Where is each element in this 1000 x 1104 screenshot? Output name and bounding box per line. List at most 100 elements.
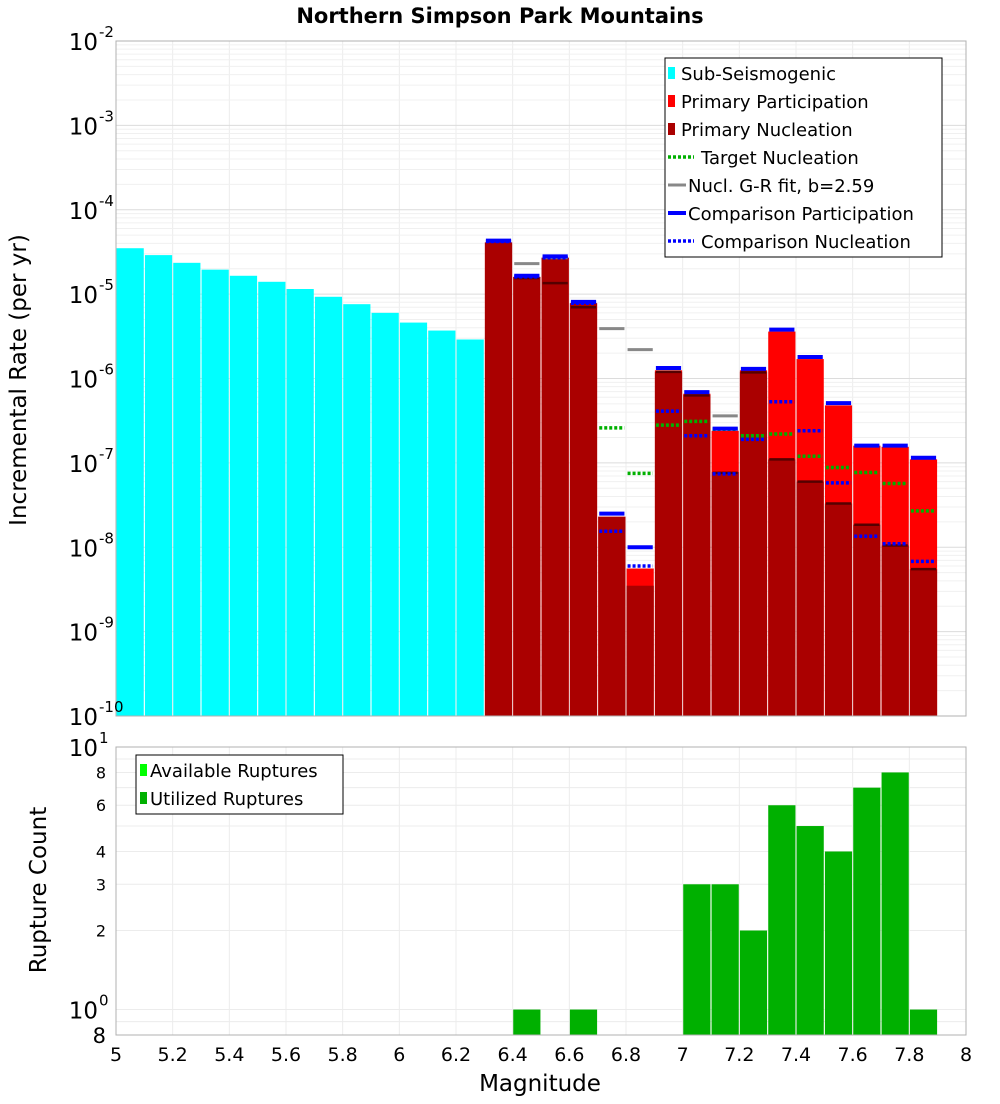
legend-swatch-primary-participation — [668, 95, 675, 107]
x-tick-labels: 5 5.2 5.4 5.6 5.8 6 6.2 6.4 6.6 6.8 7 7.2 7.4 7.6 7.8 8 — [110, 1044, 972, 1066]
primary-nucleation-bar — [513, 276, 541, 716]
primary-nucleation-bar — [824, 503, 853, 716]
sub-seismogenic-bars — [116, 248, 484, 717]
bottom-y-tick-exponent: 1 — [99, 729, 109, 747]
primary-nucleation-bar — [541, 257, 569, 716]
bottom-y-minor-tick-label: 3 — [96, 875, 106, 894]
utilized-ruptures-bar — [824, 851, 853, 1035]
sub-seismogenic-bar — [399, 322, 428, 716]
x-tick-label: 6 — [393, 1044, 405, 1066]
bottom-legend-box — [135, 754, 344, 815]
legend-swatch-utilized-ruptures — [140, 792, 147, 804]
utilized-ruptures-bar — [909, 1009, 938, 1035]
bottom-legend: Available Ruptures Utilized Ruptures — [135, 754, 344, 815]
utilized-ruptures-bar — [683, 884, 711, 1035]
sub-seismogenic-bar — [428, 330, 456, 716]
top-y-tick-base: 10 — [69, 114, 98, 140]
top-y-tick-exponent: -10 — [99, 698, 124, 716]
bottom-y-minor-tick-label: 2 — [96, 922, 106, 941]
top-y-tick-base: 10 — [69, 452, 98, 478]
legend-label-target-nucleation: Target Nucleation — [700, 148, 859, 169]
top-y-tick-base: 10 — [69, 199, 98, 225]
top-legend-box — [664, 57, 943, 258]
legend-label-gr-fit: Nucl. G-R fit, b=2.59 — [688, 176, 874, 197]
bottom-y-minor-tick-label: 8 — [96, 763, 106, 782]
sub-seismogenic-bar — [258, 281, 286, 716]
utilized-ruptures-bars — [513, 772, 938, 1035]
top-y-tick-exponent: -5 — [99, 276, 114, 294]
x-tick-label: 5 — [110, 1044, 122, 1066]
primary-nucleation-bar — [881, 545, 909, 716]
top-y-tick-exponent: -4 — [99, 192, 114, 210]
x-tick-label: 6.8 — [611, 1044, 641, 1066]
sub-seismogenic-bar — [229, 275, 258, 716]
sub-seismogenic-bar — [314, 296, 343, 716]
sub-seismogenic-bar — [286, 289, 314, 716]
sub-seismogenic-bar — [371, 312, 399, 716]
legend-swatch-available-ruptures — [140, 764, 147, 776]
primary-nucleation-bar — [853, 524, 881, 716]
primary-nucleation-bar — [739, 371, 768, 716]
bottom-y-minor-tick-label: 6 — [96, 796, 106, 815]
x-tick-label: 7.4 — [781, 1044, 811, 1066]
primary-nucleation-bar — [768, 459, 796, 716]
bottom-y-minor-tick-label: 4 — [96, 842, 106, 861]
legend-label-primary-participation: Primary Participation — [681, 92, 869, 113]
legend-swatch-primary-nucleation — [668, 123, 675, 135]
sub-seismogenic-bar — [144, 255, 173, 716]
primary-nucleation-bar — [683, 394, 711, 716]
utilized-ruptures-bar — [853, 787, 881, 1035]
x-tick-label: 5.8 — [328, 1044, 358, 1066]
x-tick-label: 5.2 — [158, 1044, 188, 1066]
bottom-y-axis-label: Rupture Count — [26, 807, 52, 973]
x-tick-label: 6.6 — [554, 1044, 584, 1066]
top-y-tick-exponent: -3 — [99, 107, 114, 125]
top-y-tick-base: 10 — [69, 368, 98, 394]
sub-seismogenic-bar — [456, 339, 484, 716]
top-y-tick-base: 10 — [69, 621, 98, 647]
bottom-y-tick-exponent: 0 — [99, 992, 109, 1010]
primary-nucleation-bar — [796, 481, 824, 716]
primary-nucleation-bar — [598, 516, 626, 716]
utilized-ruptures-bar — [881, 772, 909, 1035]
utilized-ruptures-bar — [513, 1009, 541, 1035]
x-tick-label: 7.8 — [894, 1044, 924, 1066]
bottom-y-tick-base: 10 — [69, 999, 98, 1025]
top-y-tick-exponent: -7 — [99, 445, 114, 463]
legend-label-available-ruptures: Available Ruptures — [150, 761, 318, 782]
top-y-tick-exponent: -6 — [99, 361, 114, 379]
top-y-tick-base: 10 — [69, 283, 98, 309]
legend-label-primary-nucleation: Primary Nucleation — [681, 120, 853, 141]
comparison-participation-ticks — [485, 238, 937, 550]
x-tick-label: 8 — [960, 1044, 972, 1066]
top-y-tick-base: 10 — [69, 536, 98, 562]
sub-seismogenic-bar — [343, 304, 371, 716]
bottom-y-minor-tick-label: 8 — [93, 1024, 106, 1048]
target-nucleation-ticks — [599, 419, 937, 513]
x-tick-label: 5.4 — [214, 1044, 244, 1066]
primary-nucleation-bar — [484, 242, 513, 716]
chart-title: Northern Simpson Park Mountains — [296, 4, 703, 28]
top-y-tick-exponent: -9 — [99, 614, 114, 632]
primary-nucleation-bar — [626, 585, 654, 716]
x-tick-label: 7.6 — [838, 1044, 868, 1066]
primary-nucleation-bar — [569, 303, 598, 716]
utilized-ruptures-bar — [796, 826, 824, 1035]
bottom-plot-frame — [115, 746, 967, 1036]
x-tick-label: 6.4 — [498, 1044, 528, 1066]
top-y-axis-label: Incremental Rate (per yr) — [6, 234, 32, 526]
top-legend: Sub-Seismogenic Primary Participation Pr… — [664, 57, 943, 258]
legend-label-comparison-nucleation: Comparison Nucleation — [701, 232, 911, 253]
x-tick-label: 6.2 — [441, 1044, 471, 1066]
sub-seismogenic-bar — [201, 269, 229, 716]
sub-seismogenic-bar — [116, 248, 144, 717]
primary-nucleation-bar — [909, 569, 938, 716]
x-tick-label: 7.2 — [724, 1044, 754, 1066]
utilized-ruptures-bar — [739, 930, 768, 1035]
utilized-ruptures-bar — [711, 884, 739, 1035]
sub-seismogenic-bar — [173, 262, 201, 716]
